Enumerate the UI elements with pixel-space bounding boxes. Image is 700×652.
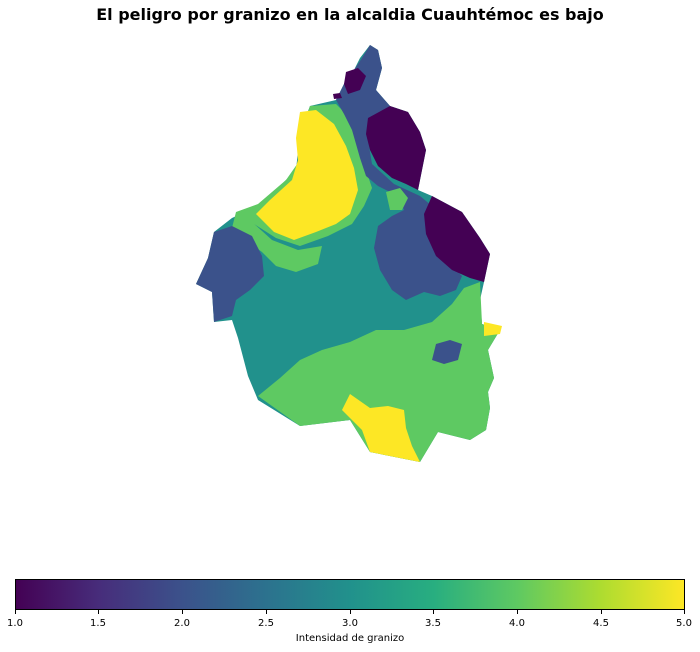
region-north-islet-level-1 xyxy=(333,93,342,99)
map-title: El peligro por granizo en la alcaldia Cu… xyxy=(96,5,604,24)
region-northwest-level-5 xyxy=(256,110,358,240)
region-east-spot-level-5 xyxy=(484,322,502,336)
region-north-tip-level-1 xyxy=(344,68,366,94)
colorbar-tick xyxy=(266,610,267,614)
colorbar-tick-label: 3.0 xyxy=(342,618,358,629)
colorbar-tick xyxy=(433,610,434,614)
region-south-level-4 xyxy=(258,282,500,462)
colorbar-tick-label: 2.5 xyxy=(258,618,274,629)
hail-hazard-map xyxy=(196,45,502,462)
colorbar-label: Intensidad de granizo xyxy=(295,633,405,644)
region-west-level-2 xyxy=(196,226,264,322)
colorbar-tick-label: 5.0 xyxy=(676,618,692,629)
colorbar-tick xyxy=(601,610,602,614)
region-southeast-level-2 xyxy=(432,340,462,364)
colorbar-tick-label: 2.0 xyxy=(174,618,190,629)
colorbar-tick xyxy=(350,610,351,614)
colorbar-tick xyxy=(517,610,518,614)
colorbar-tick xyxy=(684,610,685,614)
region-northeast-level-1 xyxy=(366,106,426,190)
region-small-level-4 xyxy=(386,188,408,210)
region-west-level-4 xyxy=(232,222,322,272)
colorbar xyxy=(15,579,685,610)
colorbar-tick xyxy=(182,610,183,614)
colorbar-tick-label: 4.0 xyxy=(509,618,525,629)
colorbar-tick xyxy=(98,610,99,614)
region-east-level-1 xyxy=(424,196,490,282)
colorbar-tick-label: 4.5 xyxy=(593,618,609,629)
colorbar-tick-label: 1.0 xyxy=(7,618,23,629)
colorbar-tick-label: 3.5 xyxy=(425,618,441,629)
colorbar-tick xyxy=(15,610,16,614)
region-south-level-5 xyxy=(342,394,420,462)
colorbar-tick-label: 1.5 xyxy=(90,618,106,629)
